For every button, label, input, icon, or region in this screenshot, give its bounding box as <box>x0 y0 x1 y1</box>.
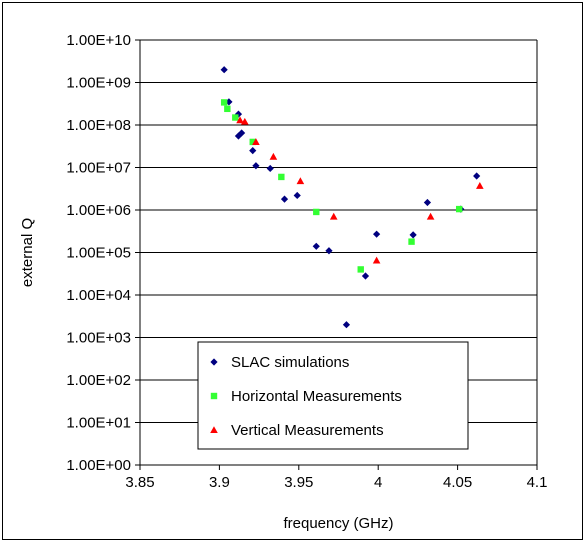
x-tick-label: 4 <box>374 474 382 491</box>
legend-label-slac-simulations: SLAC simulations <box>231 354 349 371</box>
vertical-measurements-point <box>476 182 484 189</box>
y-tick-label: 1.00E+00 <box>66 457 131 474</box>
slac-simulations-point <box>249 146 257 155</box>
x-tick-label: 3.9 <box>209 474 230 491</box>
tick-labels: 1.00E+00 1.00E+01 1.00E+02 1.00E+03 1.00E+04… <box>66 32 547 491</box>
legend-label-vertical-measurements: Vertical Measurements <box>231 422 384 439</box>
slac-simulations-point <box>266 164 274 173</box>
legend-label-horizontal-measurements: Horizontal Measurements <box>231 388 402 405</box>
slac-simulations-point <box>325 247 333 255</box>
x-axis-title: frequency (GHz) <box>283 515 393 532</box>
x-tick-label: 4.1 <box>527 474 548 491</box>
horizontal-measurements-point <box>313 208 320 216</box>
y-tick-label: 1.00E+10 <box>66 32 131 49</box>
x-tick-label: 3.85 <box>125 474 154 491</box>
legend-marker-vertical-measurements <box>210 426 218 434</box>
slac-simulations-point <box>280 195 289 203</box>
legend-marker-slac-simulations <box>210 358 218 366</box>
data-points <box>220 66 484 329</box>
vertical-measurements-point <box>269 152 278 160</box>
horizontal-measurements-point <box>408 238 415 245</box>
horizontal-measurements-point <box>357 266 364 273</box>
horizontal-measurements-point <box>224 105 231 113</box>
horizontal-measurements-point <box>455 205 463 213</box>
slac-simulations-point <box>252 162 260 170</box>
y-tick-label: 1.00E+08 <box>66 117 131 134</box>
y-tick-label: 1.00E+05 <box>66 245 131 262</box>
vertical-measurements-point <box>329 212 338 220</box>
slac-simulations-point <box>293 191 301 200</box>
slac-simulations-point <box>473 172 481 180</box>
vertical-measurements-point <box>241 117 249 125</box>
x-tick-label: 3.95 <box>284 474 313 491</box>
vertical-measurements-point <box>426 212 435 220</box>
slac-simulations-point <box>361 272 370 280</box>
axes <box>135 39 538 470</box>
y-tick-label: 1.00E+07 <box>66 160 131 177</box>
slac-simulations-point <box>342 321 351 329</box>
legend-box <box>197 341 469 450</box>
slac-simulations-point <box>423 198 432 207</box>
y-tick-label: 1.00E+02 <box>66 372 131 389</box>
horizontal-measurements-point <box>249 138 256 146</box>
chart-frame <box>2 2 583 540</box>
y-axis-title: external Q <box>19 218 36 287</box>
legend-marker-horizontal-measurements <box>210 392 218 400</box>
vertical-measurements-point <box>252 138 260 145</box>
x-tick-label: 4.05 <box>443 474 472 491</box>
horizontal-measurements-point <box>232 114 239 121</box>
legend: SLAC simulations Horizontal Measurements V… <box>197 341 469 450</box>
slac-simulations-point <box>220 66 228 74</box>
slac-simulations-point <box>409 231 417 239</box>
horizontal-measurements-point <box>220 99 228 106</box>
slac-simulations-point <box>373 230 381 238</box>
y-tick-label: 1.00E+06 <box>66 202 131 219</box>
horizontal-measurements-point <box>278 173 285 181</box>
slac-simulations-point <box>238 129 246 137</box>
slac-simulations-point <box>312 242 320 250</box>
y-tick-label: 1.00E+09 <box>66 75 131 92</box>
vertical-measurements-point <box>296 177 305 185</box>
y-tick-label: 1.00E+04 <box>66 287 131 304</box>
y-tick-label: 1.00E+03 <box>66 330 131 347</box>
vertical-measurements-point <box>372 256 381 264</box>
y-tick-label: 1.00E+01 <box>66 415 131 432</box>
vertical-measurements-point <box>236 116 244 124</box>
